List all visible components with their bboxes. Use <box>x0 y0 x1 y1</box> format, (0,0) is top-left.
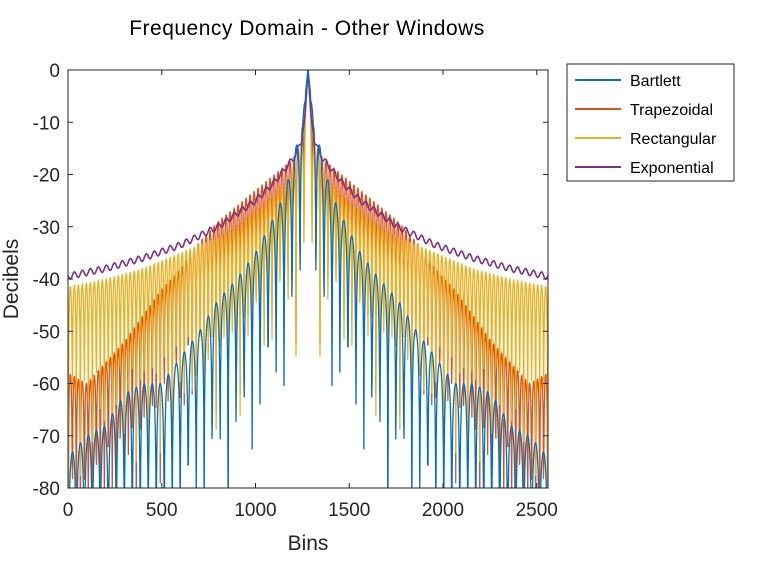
legend: Bartlett Trapezoidal Rectangular Exponentia… <box>566 63 735 182</box>
x-tick-label: 1500 <box>328 500 370 521</box>
legend-box <box>566 63 735 182</box>
x-tick-label: 0 <box>63 500 74 521</box>
y-tick-label: -10 <box>33 113 60 134</box>
y-tick-label: -30 <box>33 218 60 239</box>
y-tick-label: -20 <box>33 166 60 187</box>
y-tick-label: -40 <box>33 270 60 291</box>
x-tick-label: 2500 <box>516 500 558 521</box>
y-tick-label: -70 <box>33 427 60 448</box>
legend-label-bartlett: Bartlett <box>630 73 681 90</box>
legend-entries: Bartlett Trapezoidal Rectangular Exponentia… <box>575 73 717 177</box>
legend-label-exponential: Exponential <box>630 160 714 177</box>
legend-label-rectangular: Rectangular <box>630 131 717 148</box>
legend-label-trapezoidal: Trapezoidal <box>630 102 713 119</box>
y-tick-label: -80 <box>33 479 60 500</box>
x-axis-label: Bins <box>288 532 329 555</box>
x-tick-label: 500 <box>146 500 178 521</box>
series-layer <box>68 70 548 488</box>
y-axis-label: Decibels <box>0 239 23 320</box>
y-tick-label: -50 <box>33 322 60 343</box>
plot-area: 0 500 1000 1500 2000 2500 0 -10 -20 -30 -40 -50 -60 -… <box>33 61 558 521</box>
chart-title: Frequency Domain - Other Windows <box>129 17 485 40</box>
y-tick-label: -60 <box>33 375 60 396</box>
y-tick-label: 0 <box>49 61 60 82</box>
series-line-bartlett <box>69 70 547 488</box>
series-line-exponential <box>68 70 548 280</box>
ticks-layer: 0 500 1000 1500 2000 2500 0 -10 -20 -30 -40 -50 -60 -… <box>33 61 558 521</box>
x-tick-label: 2000 <box>422 500 464 521</box>
x-tick-label: 1000 <box>234 500 276 521</box>
series-line-rectangular <box>68 70 548 488</box>
